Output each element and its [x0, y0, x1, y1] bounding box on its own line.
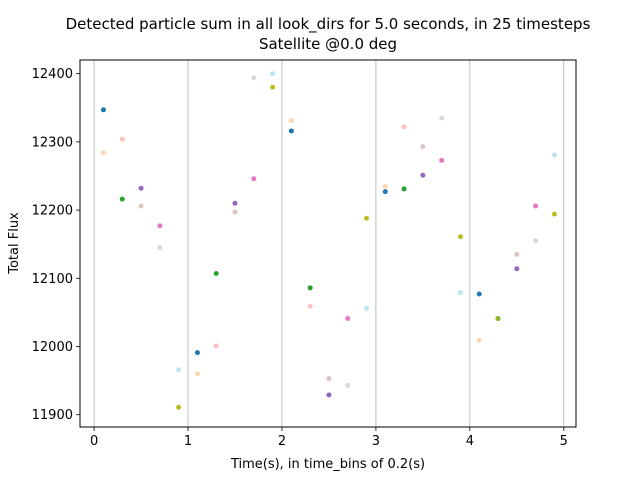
data-points	[100, 71, 557, 410]
y-axis-ticks: 11900 12000 12100 12200 12300 12400	[32, 67, 80, 423]
data-point	[514, 251, 520, 257]
data-point	[194, 371, 200, 377]
data-point	[439, 115, 445, 121]
data-point	[382, 189, 388, 195]
data-point	[420, 144, 426, 150]
data-point	[251, 75, 257, 81]
data-point	[213, 271, 219, 277]
x-axis-ticks: 0 1 2 3 4 5	[90, 427, 568, 449]
data-point	[232, 200, 238, 206]
y-tick-label: 12200	[32, 204, 73, 219]
data-point	[533, 203, 539, 209]
data-point	[157, 245, 163, 251]
chart-title: Detected particle sum in all look_dirs f…	[66, 15, 591, 34]
x-tick-label: 5	[560, 434, 568, 449]
y-tick-label: 12400	[32, 67, 73, 82]
data-point	[551, 211, 557, 217]
data-point	[157, 223, 163, 229]
y-axis-label: Total Flux	[7, 212, 22, 275]
data-point	[213, 343, 219, 349]
data-point	[420, 172, 426, 178]
data-point	[364, 305, 370, 311]
data-point	[270, 84, 276, 90]
data-point	[551, 152, 557, 158]
data-point	[288, 118, 294, 124]
data-point	[326, 392, 332, 398]
data-point	[176, 404, 182, 410]
data-point	[232, 209, 238, 215]
chart-subtitle: Satellite @0.0 deg	[259, 35, 397, 53]
y-tick-label: 12100	[32, 272, 73, 287]
data-point	[401, 124, 407, 130]
x-tick-label: 4	[466, 434, 474, 449]
data-point	[457, 234, 463, 240]
data-point	[457, 290, 463, 296]
y-tick-label: 12000	[32, 340, 73, 355]
x-axis-label: Time(s), in time_bins of 0.2(s)	[230, 457, 425, 472]
data-point	[119, 196, 125, 202]
data-point	[251, 176, 257, 182]
data-point	[476, 291, 482, 297]
x-tick-label: 3	[372, 434, 380, 449]
data-point	[100, 107, 106, 113]
data-point	[533, 238, 539, 244]
data-point	[401, 186, 407, 192]
data-point	[138, 185, 144, 191]
x-tick-label: 1	[184, 434, 192, 449]
x-tick-label: 0	[90, 434, 98, 449]
data-point	[100, 150, 106, 156]
data-point	[364, 215, 370, 221]
data-point	[194, 350, 200, 356]
y-tick-label: 12300	[32, 135, 73, 150]
data-point	[326, 376, 332, 382]
data-point	[345, 316, 351, 322]
data-point	[270, 71, 276, 77]
data-point	[307, 303, 313, 309]
data-point	[439, 157, 445, 163]
vertical-gridlines	[93, 60, 565, 427]
data-point	[495, 316, 501, 322]
data-point	[307, 285, 313, 291]
data-point	[476, 337, 482, 343]
data-point	[138, 203, 144, 209]
data-point	[514, 266, 520, 272]
data-point	[176, 367, 182, 373]
plot-frame	[79, 59, 577, 428]
y-tick-label: 11900	[32, 408, 73, 423]
data-point	[119, 136, 125, 142]
data-point	[382, 183, 388, 189]
data-point	[288, 128, 294, 134]
x-tick-label: 2	[278, 434, 286, 449]
data-point	[345, 382, 351, 388]
